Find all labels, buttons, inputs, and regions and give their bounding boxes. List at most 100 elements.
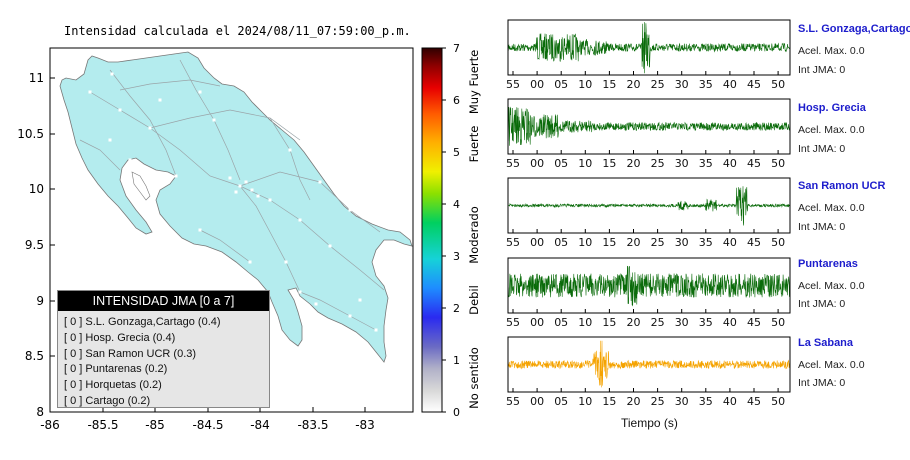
city-marker [228, 176, 232, 180]
lon-tick-label: -85 [145, 418, 165, 432]
legend-row: [ 0 ] Horquetas (0.2) [64, 379, 162, 392]
time-tick-label: 35 [699, 236, 713, 249]
time-tick-label: 10 [578, 157, 592, 170]
time-tick-label: 20 [627, 236, 641, 249]
station-acel: Acel. Max. 0.0 [798, 45, 865, 57]
time-tick-label: 00 [530, 395, 544, 408]
station-acel: Acel. Max. 0.0 [798, 124, 865, 136]
city-marker [288, 148, 292, 152]
station-name: S.L. Gonzaga,Cartago [798, 23, 910, 35]
time-tick-label: 30 [675, 157, 689, 170]
time-tick-label: 20 [627, 157, 641, 170]
time-tick-label: 40 [723, 236, 737, 249]
time-tick-label: 20 [627, 78, 641, 91]
colorbar-category-label: No sentido [467, 347, 481, 409]
costa-rica-land [59, 51, 413, 363]
time-tick-label: 50 [771, 78, 785, 91]
city-marker [128, 158, 132, 162]
time-tick-label: 50 [771, 236, 785, 249]
land-shape [59, 51, 413, 363]
time-tick-label: 20 [627, 316, 641, 329]
time-tick-label: 55 [506, 78, 520, 91]
intensity-colorbar [421, 47, 443, 413]
time-tick-label: 40 [723, 157, 737, 170]
seismogram-frame [507, 98, 791, 155]
lat-tick-label: 9.5 [25, 238, 44, 252]
station-int: Int JMA: 0 [798, 64, 846, 76]
city-marker [198, 90, 202, 94]
time-tick-label: 05 [554, 316, 568, 329]
time-tick-label: 15 [602, 157, 616, 170]
legend-row: [ 0 ] San Ramon UCR (0.3) [64, 347, 197, 360]
seismogram-frame [507, 177, 791, 234]
lat-tick-label: 9 [36, 294, 44, 308]
station-name: San Ramon UCR [798, 180, 886, 192]
station-int: Int JMA: 0 [798, 143, 846, 155]
legend-row: [ 0 ] S.L. Gonzaga,Cartago (0.4) [64, 316, 221, 328]
time-tick-label: 10 [578, 236, 592, 249]
legend-title: INTENSIDAD JMA [0 a 7] [58, 291, 269, 311]
city-marker [108, 138, 112, 142]
seismogram-panel: 55 00 05 10 15 20 25 30 35 40 45 50 [506, 177, 791, 249]
seismogram-trace [507, 265, 791, 307]
time-tick-label: 30 [675, 316, 689, 329]
station-acel: Acel. Max. 0.0 [798, 202, 865, 214]
road [239, 185, 385, 291]
time-tick-label: 25 [651, 78, 665, 91]
time-tick-label: 35 [699, 78, 713, 91]
city-marker [348, 314, 352, 318]
lat-tick-label: 11 [29, 71, 44, 85]
lon-tick-label: -84.5 [192, 418, 223, 432]
colorbar-category-label: Muy Fuerte [467, 50, 481, 114]
city-marker [298, 218, 302, 222]
time-tick-label: 55 [506, 316, 520, 329]
road [199, 229, 251, 263]
nicoya-gulf-inner [131, 171, 151, 201]
time-tick-label: 10 [578, 395, 592, 408]
time-tick-label: 05 [554, 236, 568, 249]
station-int: Int JMA: 0 [798, 298, 846, 310]
colorbar-ticks: 7 6 5 4 3 2 1 0 [442, 42, 460, 419]
lat-tick-label: 10.5 [17, 127, 44, 141]
time-tick-label: 55 [506, 395, 520, 408]
colorbar-tick-label: 0 [453, 406, 460, 419]
time-tick-label: 00 [530, 157, 544, 170]
station-acel: Acel. Max. 0.0 [798, 280, 865, 292]
legend-row: [ 0 ] Hosp. Grecia (0.4) [64, 331, 176, 344]
colorbar-tick-label: 6 [453, 94, 460, 107]
seismogram-frame [507, 257, 791, 314]
city-marker [348, 208, 352, 212]
time-tick-label: 15 [602, 395, 616, 408]
station-int: Int JMA: 0 [798, 377, 846, 389]
city-marker [248, 260, 252, 264]
city-marker [284, 260, 288, 264]
time-tick-label: 45 [747, 316, 761, 329]
legend-row: [ 0 ] Puntarenas (0.2) [64, 363, 168, 376]
time-tick-label: 35 [699, 395, 713, 408]
seismogram-trace [507, 22, 791, 74]
seismogram-panel: 55 00 05 10 15 20 25 30 35 40 45 50 [506, 257, 791, 329]
time-tick-label: 45 [747, 395, 761, 408]
lon-tick-label: -83 [355, 418, 375, 432]
time-tick-label: 05 [554, 157, 568, 170]
station-name: Puntarenas [798, 258, 858, 270]
time-tick-label: 05 [554, 395, 568, 408]
colorbar-tick-label: 5 [453, 146, 460, 159]
city-marker [256, 194, 260, 198]
seismogram-frame [507, 19, 791, 76]
colorbar-tick-label: 2 [453, 302, 460, 315]
city-marker [234, 190, 238, 194]
city-marker [298, 290, 302, 294]
seismogram-panel: 55 00 05 10 15 20 25 30 35 40 45 50 [506, 98, 791, 170]
city-marker [158, 98, 162, 102]
time-tick-label: 40 [723, 316, 737, 329]
time-tick-label: 55 [506, 236, 520, 249]
city-marker [374, 328, 378, 332]
road-network [79, 59, 385, 331]
time-tick-label: 30 [675, 78, 689, 91]
map-title: Intensidad calculada el 2024/08/11_07:59… [64, 24, 411, 38]
time-tick-label: 10 [578, 78, 592, 91]
road [149, 109, 301, 141]
city-marker [148, 126, 152, 130]
